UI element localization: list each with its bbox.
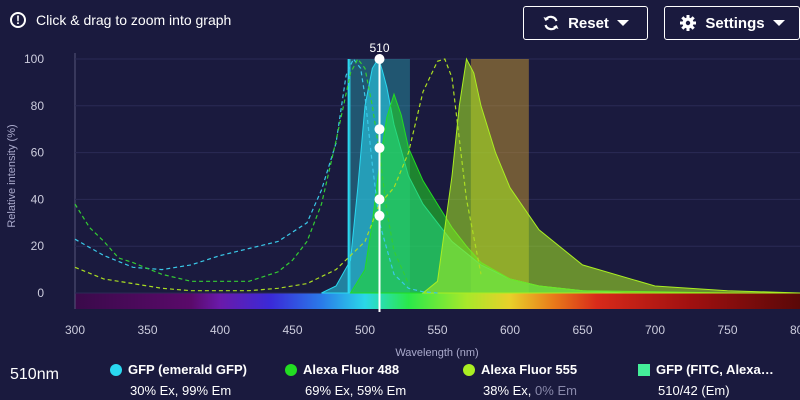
legend-name: Alexa Fluor 555 <box>463 362 577 377</box>
reset-label: Reset <box>568 14 609 32</box>
legend-ex-value: 510/42 (Em) <box>658 383 730 398</box>
legend-item[interactable]: GFP (emerald GFP) 30% Ex, 99% Em <box>110 362 247 398</box>
legend-values: 30% Ex, 99% Em <box>130 383 247 398</box>
refresh-icon <box>543 15 559 31</box>
legend-label: GFP (emerald GFP) <box>128 362 247 377</box>
legend-values: 38% Ex, 0% Em <box>483 383 577 398</box>
settings-label: Settings <box>705 14 765 32</box>
legend-label: GFP (FITC, Alexa… <box>656 362 774 377</box>
emission-curve <box>421 57 800 294</box>
legend-name: GFP (emerald GFP) <box>110 362 247 377</box>
settings-button[interactable]: Settings <box>664 6 800 40</box>
x-tick-label: 800 <box>790 323 800 337</box>
y-tick-label: 60 <box>31 146 45 160</box>
excitation-curve <box>74 58 482 292</box>
y-tick-label: 0 <box>37 286 44 300</box>
x-tick-label: 750 <box>717 323 737 337</box>
y-tick-label: 40 <box>31 192 45 206</box>
gear-icon <box>680 15 697 31</box>
legend-label: Alexa Fluor 555 <box>481 362 578 377</box>
x-tick-label: 500 <box>355 323 375 337</box>
chevron-down-icon <box>772 20 785 26</box>
legend-marker-icon <box>285 363 297 376</box>
legend-marker-icon <box>110 363 122 376</box>
legend-em-value: 59% Em <box>357 383 407 398</box>
cursor-point <box>374 124 385 135</box>
zoom-hint-text: Click & drag to zoom into graph <box>36 12 232 28</box>
x-tick-label: 650 <box>572 323 592 337</box>
x-tick-label: 400 <box>210 323 230 337</box>
x-tick-label: 300 <box>65 323 85 337</box>
x-tick-label: 550 <box>427 323 447 337</box>
legend-ex-value: 38% Ex, <box>483 383 532 398</box>
x-tick-label: 700 <box>645 323 665 337</box>
cursor-point <box>374 54 385 64</box>
x-tick-label: 600 <box>500 323 520 337</box>
y-axis-label: Relative intensity (%) <box>6 124 18 227</box>
legend-ex-value: 30% Ex, <box>130 383 179 398</box>
legend-name: GFP (FITC, Alexa… <box>638 362 774 377</box>
x-tick-label: 350 <box>137 323 157 337</box>
cursor-wavelength: 510nm <box>10 366 59 383</box>
info-icon: ! <box>10 12 26 28</box>
y-tick-label: 20 <box>31 239 45 253</box>
x-axis-label: Wavelength (nm) <box>395 347 478 359</box>
legend-marker-icon <box>463 363 475 376</box>
chevron-down-icon <box>616 20 629 26</box>
zoom-hint: ! Click & drag to zoom into graph <box>10 12 231 28</box>
spectrum-bar <box>75 293 800 309</box>
legend-label: Alexa Fluor 488 <box>303 362 400 377</box>
legend-name: Alexa Fluor 488 <box>285 362 406 377</box>
x-tick-label: 450 <box>282 323 302 337</box>
cursor-value-label: 510 <box>369 41 389 55</box>
legend-item[interactable]: Alexa Fluor 555 38% Ex, 0% Em <box>463 362 577 398</box>
legend-em-value: 99% Em <box>182 383 232 398</box>
legend-item[interactable]: Alexa Fluor 488 69% Ex, 59% Em <box>285 362 406 398</box>
legend-ex-value: 69% Ex, <box>305 383 354 398</box>
cursor-point <box>374 194 385 205</box>
filter-band <box>347 59 351 293</box>
legend-item[interactable]: GFP (FITC, Alexa… 510/42 (Em) <box>638 362 774 398</box>
cursor-point <box>374 142 385 153</box>
legend-values: 69% Ex, 59% Em <box>305 383 406 398</box>
legend-marker-icon <box>638 363 650 376</box>
legend-em-value: 0% Em <box>535 383 577 398</box>
reset-button[interactable]: Reset <box>523 6 648 40</box>
legend-values: 510/42 (Em) <box>658 383 774 398</box>
cursor-point <box>374 210 385 221</box>
y-tick-label: 100 <box>24 52 44 66</box>
y-tick-label: 80 <box>31 99 45 113</box>
